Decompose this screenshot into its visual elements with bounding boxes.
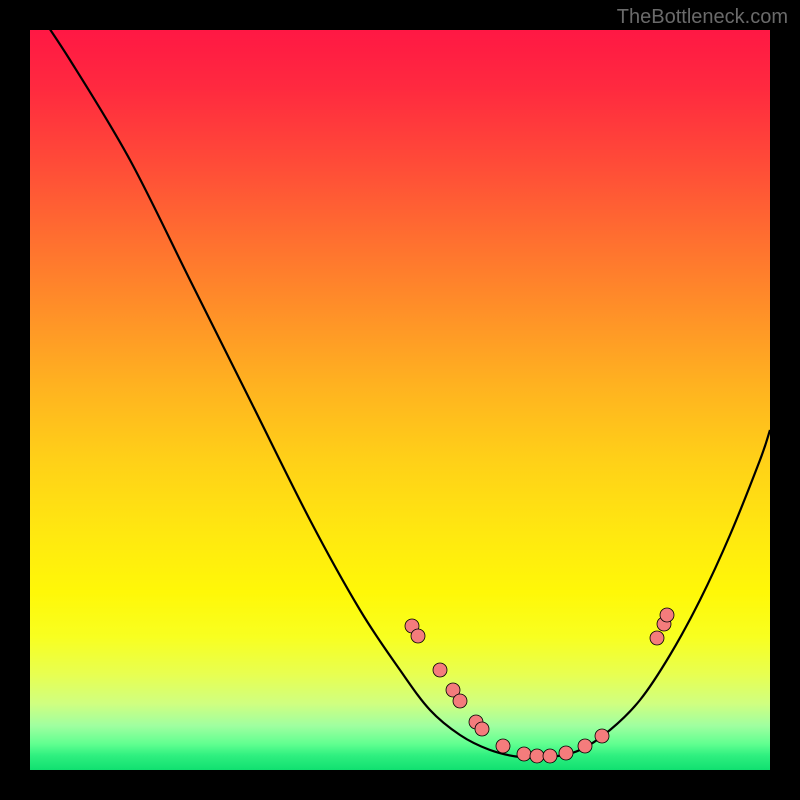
data-marker: [411, 629, 425, 643]
data-marker: [433, 663, 447, 677]
data-marker: [650, 631, 664, 645]
data-marker: [475, 722, 489, 736]
watermark-text: TheBottleneck.com: [617, 6, 788, 29]
data-marker: [517, 747, 531, 761]
curve-layer: [30, 30, 770, 770]
data-marker: [530, 749, 544, 763]
data-marker: [595, 729, 609, 743]
data-markers: [405, 608, 674, 763]
data-marker: [496, 739, 510, 753]
data-marker: [660, 608, 674, 622]
plot-area: [30, 30, 770, 770]
bottleneck-curve: [30, 30, 770, 758]
data-marker: [543, 749, 557, 763]
data-marker: [559, 746, 573, 760]
data-marker: [578, 739, 592, 753]
data-marker: [453, 694, 467, 708]
